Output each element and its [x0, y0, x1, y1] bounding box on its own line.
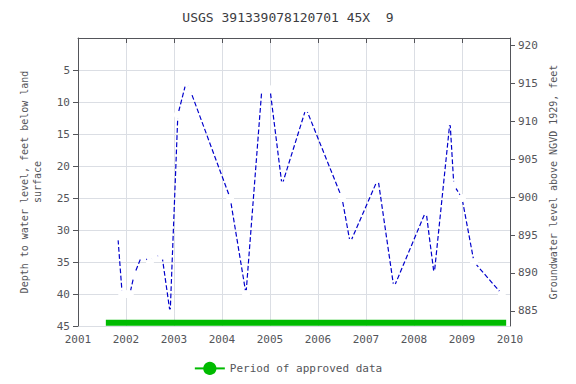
svg-text:25: 25	[57, 192, 70, 205]
svg-text:890: 890	[518, 266, 538, 279]
svg-text:2001: 2001	[65, 333, 92, 346]
svg-text:905: 905	[518, 153, 538, 166]
svg-text:2008: 2008	[401, 333, 428, 346]
svg-text:2002: 2002	[113, 333, 140, 346]
svg-text:10: 10	[57, 96, 70, 109]
svg-text:5: 5	[63, 64, 70, 77]
svg-text:15: 15	[57, 128, 70, 141]
svg-text:915: 915	[518, 77, 538, 90]
svg-text:2006: 2006	[305, 333, 332, 346]
svg-text:895: 895	[518, 229, 538, 242]
svg-text:Depth to water level, feet bel: Depth to water level, feet below land	[19, 71, 30, 294]
svg-text:35: 35	[57, 256, 70, 269]
svg-text:40: 40	[57, 288, 70, 301]
svg-text:20: 20	[57, 160, 70, 173]
svg-text:2005: 2005	[257, 333, 284, 346]
svg-text:30: 30	[57, 224, 70, 237]
svg-text:USGS 391339078120701 45X 9: USGS 391339078120701 45X 9	[182, 10, 393, 25]
svg-text:Groundwater level above NGVD 1: Groundwater level above NGVD 1929, feet	[548, 65, 559, 300]
svg-text:Period of approved data: Period of approved data	[230, 362, 382, 375]
svg-text:2004: 2004	[209, 333, 236, 346]
svg-text:2007: 2007	[353, 333, 380, 346]
svg-text:2009: 2009	[449, 333, 476, 346]
svg-text:920: 920	[518, 39, 538, 52]
svg-text:45: 45	[57, 320, 70, 333]
svg-text:900: 900	[518, 191, 538, 204]
svg-text:910: 910	[518, 115, 538, 128]
svg-text:885: 885	[518, 304, 538, 317]
svg-text:2010: 2010	[497, 333, 524, 346]
svg-text:surface: surface	[32, 161, 43, 203]
svg-text:2003: 2003	[161, 333, 188, 346]
